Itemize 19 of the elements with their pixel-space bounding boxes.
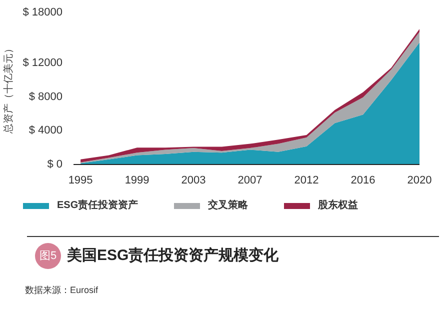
y-tick-label: $ 0 xyxy=(47,158,63,170)
x-tick-label: 2016 xyxy=(350,174,376,186)
x-tick-label: 2012 xyxy=(294,174,319,186)
y-tick-label: $ 12000 xyxy=(22,57,63,70)
y-tick-label: $ 4000 xyxy=(28,124,63,137)
y-tick-label: $ 18000 xyxy=(22,6,63,18)
x-tick-label: 2007 xyxy=(238,174,262,186)
legend-label: 交叉策略 xyxy=(208,199,248,213)
source-note: 数据来源：Eurosif xyxy=(25,284,98,297)
x-tick-label: 1999 xyxy=(124,174,150,186)
caption: 图5 xyxy=(35,243,61,269)
y-tick-label: $ 8000 xyxy=(28,90,63,103)
legend-label: ESG责任投资资产 xyxy=(57,199,138,213)
x-tick-label: 2003 xyxy=(181,174,206,186)
x-tick-label: 2020 xyxy=(407,174,432,186)
y-axis-title: 总资产（十亿美元） xyxy=(2,44,15,134)
x-tick-label: 1995 xyxy=(68,174,93,186)
text: 美国ESG责任投资资产规模变化 xyxy=(67,246,279,266)
legend-label: 股东权益 xyxy=(318,199,358,213)
